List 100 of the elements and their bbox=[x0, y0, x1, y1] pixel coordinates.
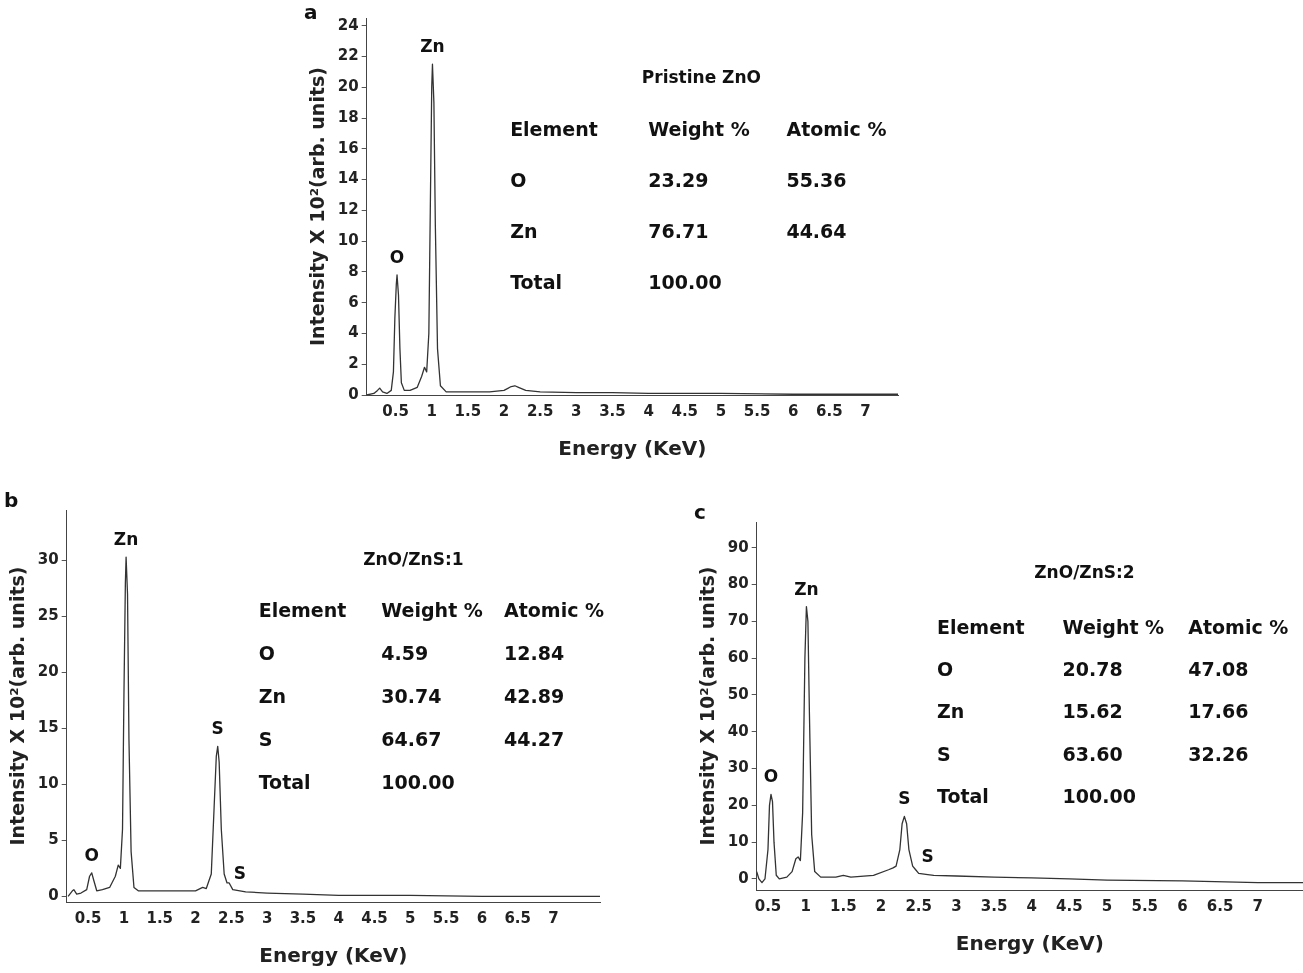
annotation: O bbox=[936, 657, 954, 680]
annotation: 76.71 bbox=[648, 219, 709, 242]
x-tick-label: 6.5 bbox=[816, 401, 843, 420]
x-tick-label: 1 bbox=[800, 896, 811, 915]
x-tick-label: 3.5 bbox=[599, 401, 626, 420]
x-tick-label: 4.5 bbox=[361, 908, 388, 927]
text: Pristine ZnO bbox=[641, 66, 761, 87]
annotation: 100.00 bbox=[1062, 784, 1136, 807]
x-tick-label: 5.5 bbox=[1131, 896, 1159, 915]
y-tick-label: 30 bbox=[727, 758, 749, 777]
y-axis-title: Intensity X 10²(arb. units) bbox=[306, 67, 329, 346]
y-tick-label: 4 bbox=[348, 323, 359, 342]
annotation: Total bbox=[936, 784, 989, 807]
y-tick-label: 30 bbox=[37, 550, 59, 569]
x-tick-label: 6.5 bbox=[504, 908, 531, 927]
y-tick-label: 15 bbox=[37, 718, 59, 737]
annotation: Weight % bbox=[648, 118, 750, 141]
x-tick-label: 2.5 bbox=[526, 401, 554, 420]
annotation: Zn bbox=[510, 219, 538, 242]
x-tick-label: 3.5 bbox=[980, 896, 1008, 915]
x-tick-label: 2 bbox=[875, 896, 887, 915]
annotation: Element bbox=[258, 598, 347, 621]
y-tick-label: 20 bbox=[727, 795, 749, 814]
x-tick-label: 4.5 bbox=[1056, 896, 1083, 915]
annotation: Atomic % bbox=[786, 118, 887, 141]
y-tick-label: 10 bbox=[37, 774, 59, 793]
y-tick-label: 50 bbox=[727, 684, 749, 703]
y-tick-label: 20 bbox=[337, 77, 359, 96]
annotation: O bbox=[84, 844, 99, 865]
x-tick-label: 3 bbox=[951, 896, 962, 915]
x-tick-label: 1.5 bbox=[146, 908, 174, 927]
x-axis-title: Energy (KeV) bbox=[558, 436, 707, 461]
y-tick-label: 2 bbox=[348, 354, 359, 373]
annotation: S bbox=[211, 718, 224, 739]
y-tick-label: 10 bbox=[727, 832, 749, 851]
annotation: 44.64 bbox=[786, 219, 847, 242]
y-tick-label: 80 bbox=[727, 574, 749, 593]
x-tick-label: 2.5 bbox=[905, 896, 932, 915]
x-tick-label: 1 bbox=[118, 908, 130, 927]
annotation: 32.26 bbox=[1188, 742, 1249, 765]
x-tick-label: 1 bbox=[426, 401, 437, 420]
annotation: Weight % bbox=[381, 598, 483, 621]
chart-title: b bbox=[4, 488, 19, 513]
text: ZnO/ZnS:1 bbox=[363, 549, 464, 570]
chart-title: c bbox=[694, 500, 706, 525]
y-tick-label: 18 bbox=[337, 107, 359, 126]
x-tick-label: 3.5 bbox=[289, 908, 317, 927]
annotation: Weight % bbox=[1062, 615, 1165, 638]
annotation: O bbox=[763, 766, 779, 787]
annotation: 30.74 bbox=[381, 685, 442, 708]
annotation: Zn bbox=[420, 36, 445, 57]
y-tick-label: 90 bbox=[727, 537, 749, 556]
x-tick-label: 1.5 bbox=[454, 401, 482, 420]
x-tick-label: 0.5 bbox=[754, 896, 782, 915]
x-tick-label: 2 bbox=[498, 401, 510, 420]
x-tick-label: 0.5 bbox=[74, 908, 102, 927]
y-tick-label: 70 bbox=[727, 611, 749, 630]
annotation: Element bbox=[936, 615, 1025, 638]
annotation: 47.08 bbox=[1188, 657, 1249, 680]
annotation: O bbox=[389, 246, 405, 267]
annotation: S bbox=[898, 788, 911, 809]
x-tick-label: 2 bbox=[190, 908, 201, 927]
annotation: Total bbox=[258, 771, 311, 794]
annotation: Element bbox=[510, 118, 598, 141]
annotation: 64.67 bbox=[381, 728, 442, 751]
y-tick-label: 16 bbox=[337, 138, 359, 157]
annotation: S bbox=[258, 728, 273, 751]
annotation: 63.60 bbox=[1062, 742, 1123, 765]
text: ZnO/ZnS:2 bbox=[1034, 561, 1135, 582]
annotation: S bbox=[936, 742, 951, 765]
annotation: Atomic % bbox=[1188, 615, 1289, 638]
x-tick-label: 4 bbox=[1026, 896, 1037, 915]
y-axis-title: Intensity X 10²(arb. units) bbox=[696, 566, 719, 846]
annotation: Total bbox=[510, 270, 563, 293]
x-tick-label: 7 bbox=[1252, 896, 1264, 915]
annotation: Zn bbox=[936, 700, 965, 723]
x-tick-label: 6.5 bbox=[1206, 896, 1234, 915]
annotation: 17.66 bbox=[1188, 700, 1249, 723]
y-tick-label: 12 bbox=[337, 200, 359, 219]
y-tick-label: 5 bbox=[48, 830, 59, 849]
annotation: 23.29 bbox=[648, 168, 709, 191]
x-tick-label: 5 bbox=[1101, 896, 1113, 915]
y-tick-label: 25 bbox=[37, 606, 59, 625]
x-axis-title: Energy (KeV) bbox=[259, 943, 408, 968]
annotation: 42.89 bbox=[504, 685, 565, 708]
annotation: 12.84 bbox=[504, 641, 565, 664]
x-tick-label: 7 bbox=[548, 908, 559, 927]
annotation: Zn bbox=[258, 685, 286, 708]
y-tick-label: 60 bbox=[727, 648, 749, 667]
y-tick-label: 0 bbox=[738, 868, 749, 887]
annotation: 4.59 bbox=[381, 641, 429, 664]
y-tick-label: 20 bbox=[37, 662, 59, 681]
x-tick-label: 7 bbox=[860, 401, 871, 420]
x-tick-label: 5 bbox=[405, 908, 416, 927]
annotation: O bbox=[510, 168, 527, 191]
y-tick-label: 10 bbox=[337, 231, 359, 250]
annotation: 44.27 bbox=[504, 728, 565, 751]
x-tick-label: 5.5 bbox=[743, 401, 771, 420]
annotation: S bbox=[233, 862, 247, 883]
annotation: 100.00 bbox=[381, 771, 455, 794]
